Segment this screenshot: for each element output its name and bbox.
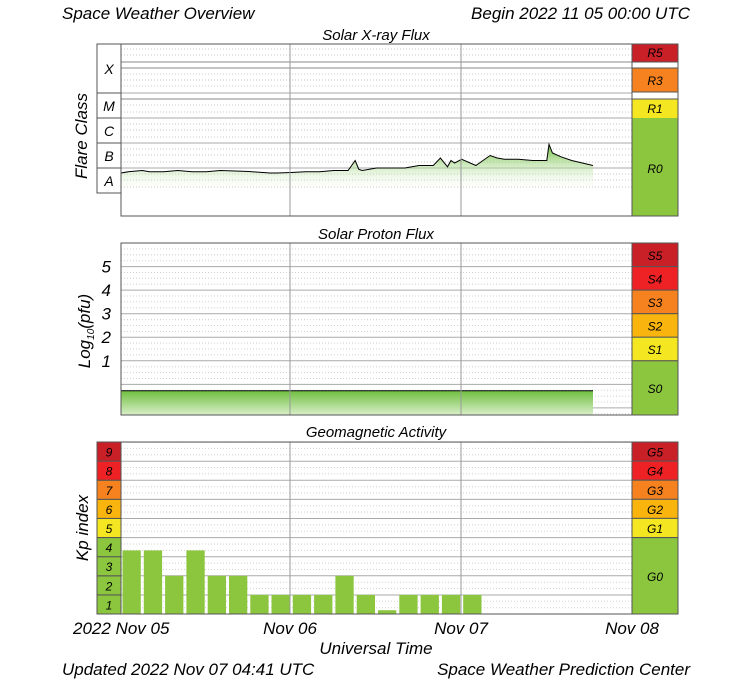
kp-gridlines xyxy=(121,441,632,609)
xtick-nov05: 2022 Nov 05 xyxy=(72,619,170,638)
r-gap-1 xyxy=(631,61,679,69)
kp-index-column: 1 2 3 4 5 6 7 8 9 xyxy=(96,441,122,615)
proton-ytick-2: 2 xyxy=(101,328,112,347)
xtick-nov06: Nov 06 xyxy=(263,619,317,638)
kp-bar xyxy=(165,575,184,614)
s-label-s4: S4 xyxy=(648,272,663,286)
geomag-ylabel: Kp index xyxy=(73,494,92,561)
r5-block xyxy=(632,44,678,62)
xray-ylabel: Flare Class xyxy=(72,93,91,179)
g-label-g3: G3 xyxy=(647,484,663,498)
proton-flux-area xyxy=(121,390,593,415)
r0-label: R0 xyxy=(647,162,663,176)
g-block-g0 xyxy=(631,537,679,615)
class-label-c: C xyxy=(104,123,115,139)
g-label-g1: G1 xyxy=(647,522,663,536)
class-label-a: A xyxy=(103,173,113,189)
kp-ytick-9: 9 xyxy=(106,446,113,460)
kp-bar xyxy=(271,594,290,614)
updated-time: Updated 2022 Nov 07 04:41 UTC xyxy=(62,660,315,679)
s-label-s3: S3 xyxy=(648,296,663,310)
kp-bar xyxy=(207,575,226,614)
class-label-b: B xyxy=(104,148,113,164)
proton-ytick-1: 1 xyxy=(102,352,111,371)
xray-flux-area xyxy=(121,144,593,193)
kp-bar xyxy=(335,575,354,614)
proton-title: Solar Proton Flux xyxy=(318,226,434,243)
kp-ytick-2: 2 xyxy=(105,579,113,593)
kp-level-9 xyxy=(96,441,122,462)
class-label-m: M xyxy=(103,98,115,114)
kp-ytick-4: 4 xyxy=(106,541,113,555)
overview-title: Space Weather Overview xyxy=(62,4,256,23)
kp-ytick-7: 7 xyxy=(106,484,114,498)
kp-bar xyxy=(356,594,375,614)
g-label-g4: G4 xyxy=(647,465,663,479)
kp-ytick-5: 5 xyxy=(106,522,113,536)
kp-bar xyxy=(378,610,397,614)
kp-ytick-8: 8 xyxy=(106,465,113,479)
r-gap-2 xyxy=(631,91,679,100)
kp-bar xyxy=(314,594,333,614)
geomag-title: Geomagnetic Activity xyxy=(306,424,448,441)
g-label-g2: G2 xyxy=(647,503,663,517)
kp-bar xyxy=(122,550,141,614)
class-label-x: X xyxy=(103,61,114,77)
r1-block xyxy=(632,99,678,118)
xray-class-column: A B C M X xyxy=(96,43,122,194)
kp-bar xyxy=(229,575,248,614)
kp-bar xyxy=(441,594,461,614)
proton-plot-bg xyxy=(121,243,632,415)
kp-bar xyxy=(420,594,439,614)
r0-block xyxy=(632,118,678,216)
g-label-g5: G5 xyxy=(647,446,663,460)
s-label-s1: S1 xyxy=(648,343,663,357)
kp-ytick-3: 3 xyxy=(106,560,113,574)
g-label-g0: G0 xyxy=(647,570,663,584)
s-block-s0 xyxy=(631,360,679,416)
swpc-credit: Space Weather Prediction Center xyxy=(437,660,691,679)
proton-ylabel-main: Log xyxy=(75,339,94,368)
geomag-plot-bg xyxy=(121,442,632,614)
kp-bar xyxy=(186,550,205,614)
s-label-s2: S2 xyxy=(648,320,663,334)
xray-r-scale: R5 R3 R1 R0 xyxy=(631,43,679,217)
xray-panel: A B C M X Flare Class R5 R3 R1 R0 xyxy=(72,43,679,217)
kp-bar xyxy=(292,594,312,614)
kp-bar xyxy=(143,550,163,614)
kp-bar xyxy=(463,594,482,614)
geomag-panel: 1 2 3 4 5 6 7 8 9 Kp index G5 G4 G3 G2 G1 G0 xyxy=(73,441,679,615)
proton-ytick-4: 4 xyxy=(102,281,111,300)
r1-label: R1 xyxy=(647,102,662,116)
kp-bar xyxy=(250,594,269,614)
kp-ytick-6: 6 xyxy=(106,503,113,517)
xray-flux-line xyxy=(120,142,594,174)
s-label-s0: S0 xyxy=(648,382,663,396)
kp-bar xyxy=(399,594,418,614)
begin-time: Begin 2022 11 05 00:00 UTC xyxy=(471,4,691,23)
kp-bars xyxy=(122,550,482,614)
proton-ytick-3: 3 xyxy=(102,305,112,324)
proton-ylabel: Log10(pfu) xyxy=(75,294,97,368)
xtick-nov08: Nov 08 xyxy=(605,619,659,638)
r3-label: R3 xyxy=(647,74,663,88)
xaxis-label: Universal Time xyxy=(319,639,432,658)
proton-ylabel-rest: (pfu) xyxy=(75,294,94,329)
proton-ytick-5: 5 xyxy=(102,258,112,277)
s-label-s5: S5 xyxy=(648,249,663,263)
xtick-nov07: Nov 07 xyxy=(434,619,488,638)
geomag-g-scale: G5 G4 G3 G2 G1 G0 xyxy=(631,441,679,615)
r-scale-frame xyxy=(631,43,679,217)
r5-label: R5 xyxy=(647,46,663,60)
proton-ylabel-sub: 10 xyxy=(86,328,97,340)
r3-block xyxy=(632,68,678,92)
xray-title: Solar X-ray Flux xyxy=(322,27,430,44)
proton-tick-labels: 1 2 3 4 5 xyxy=(101,258,112,371)
proton-s-scale: S5 S4 S3 S2 S1 S0 xyxy=(631,242,679,416)
kp-ytick-1: 1 xyxy=(106,598,113,612)
proton-panel: 1 2 3 4 5 Log10(pfu) S5 S4 S3 S2 S1 S0 xyxy=(75,242,679,416)
